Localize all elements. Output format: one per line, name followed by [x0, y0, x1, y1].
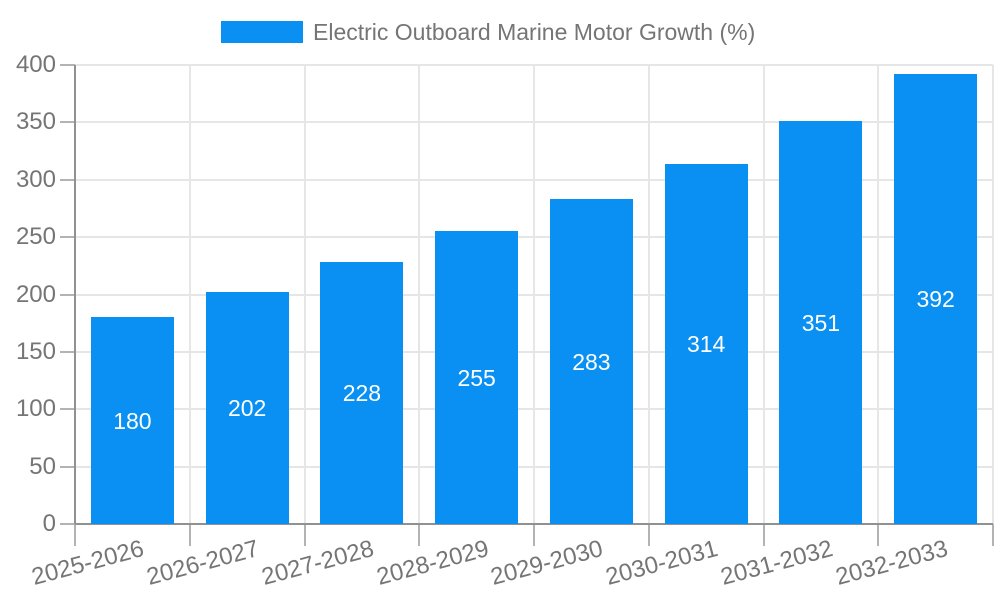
x-axis-tick: [992, 524, 994, 546]
y-tick-label: 100: [15, 395, 56, 423]
bar[interactable]: [664, 163, 748, 524]
x-axis-tick: [303, 524, 306, 546]
gridline-vertical: [762, 65, 765, 524]
gridline-vertical: [992, 65, 994, 524]
y-axis-tick: [60, 178, 75, 181]
bar[interactable]: [90, 317, 174, 524]
gridline-vertical: [647, 65, 650, 524]
gridline-vertical: [533, 65, 535, 524]
x-axis-tick: [188, 524, 191, 546]
x-axis-tick: [418, 524, 421, 546]
y-axis-tick: [60, 121, 75, 124]
x-axis-tick: [533, 524, 535, 546]
y-tick-label: 50: [29, 452, 56, 480]
y-axis-tick: [60, 64, 75, 66]
bar[interactable]: [320, 262, 404, 524]
gridline-vertical: [877, 65, 880, 524]
y-tick-label: 300: [15, 165, 56, 193]
x-axis-tick: [647, 524, 650, 546]
bar[interactable]: [779, 121, 863, 524]
y-tick-label: 0: [42, 510, 56, 537]
legend-label: Electric Outboard Marine Motor Growth (%…: [313, 19, 756, 45]
bar[interactable]: [894, 74, 978, 524]
bar[interactable]: [205, 292, 289, 524]
y-tick-label: 250: [15, 223, 56, 251]
y-axis-line: [74, 65, 76, 524]
gridline-vertical: [188, 65, 191, 524]
x-axis-line: [75, 523, 993, 525]
x-axis-tick: [74, 524, 76, 546]
bar[interactable]: [435, 231, 519, 524]
y-axis-tick: [60, 465, 75, 468]
y-axis-tick: [60, 523, 75, 525]
x-axis-tick: [762, 524, 765, 546]
y-tick-label: 350: [15, 108, 56, 136]
legend-swatch-icon: [221, 21, 303, 43]
gridline-vertical: [303, 65, 306, 524]
gridline-vertical: [418, 65, 421, 524]
y-axis-tick: [60, 350, 75, 353]
y-tick-label: 400: [15, 51, 56, 78]
y-axis-tick: [60, 408, 75, 411]
x-axis-tick: [877, 524, 880, 546]
y-axis-tick: [60, 293, 75, 296]
bar[interactable]: [549, 199, 633, 524]
y-tick-label: 200: [15, 280, 56, 308]
y-axis-tick: [60, 236, 75, 239]
legend-item[interactable]: Electric Outboard Marine Motor Growth (%…: [221, 20, 755, 44]
y-tick-label: 150: [15, 337, 56, 365]
